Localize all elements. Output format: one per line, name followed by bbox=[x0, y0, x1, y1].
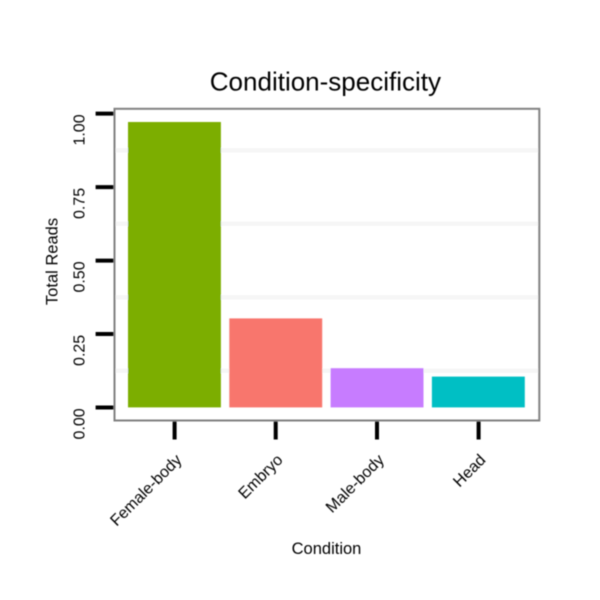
svg-text:Condition: Condition bbox=[292, 540, 362, 558]
svg-text:0.50: 0.50 bbox=[71, 261, 88, 292]
svg-text:0.00: 0.00 bbox=[71, 408, 88, 439]
svg-text:0.75: 0.75 bbox=[71, 188, 88, 219]
svg-text:0.25: 0.25 bbox=[71, 335, 88, 366]
svg-text:Condition-specificity: Condition-specificity bbox=[210, 67, 441, 97]
svg-text:Total Reads: Total Reads bbox=[43, 218, 61, 305]
svg-text:1.00: 1.00 bbox=[71, 114, 88, 145]
